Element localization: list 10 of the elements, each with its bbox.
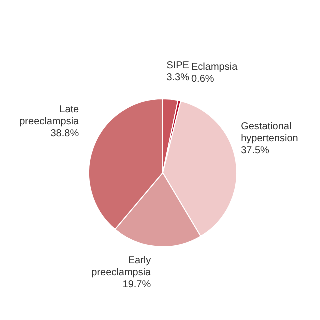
data-label: 37.5% [241, 145, 270, 156]
data-label: 3.3% [166, 72, 190, 84]
slice-label: Early preeclampsia [92, 256, 152, 279]
data-label: 38.8% [50, 128, 80, 140]
data-label: 0.6% [192, 74, 214, 86]
data-label: 19.7% [122, 280, 152, 291]
slice-label: Gestational hypertension [241, 121, 298, 144]
slice-label: Late preeclampsia [20, 104, 80, 128]
slice-label: Eclampsia [192, 62, 238, 74]
slice-label: SIPE [166, 60, 190, 72]
